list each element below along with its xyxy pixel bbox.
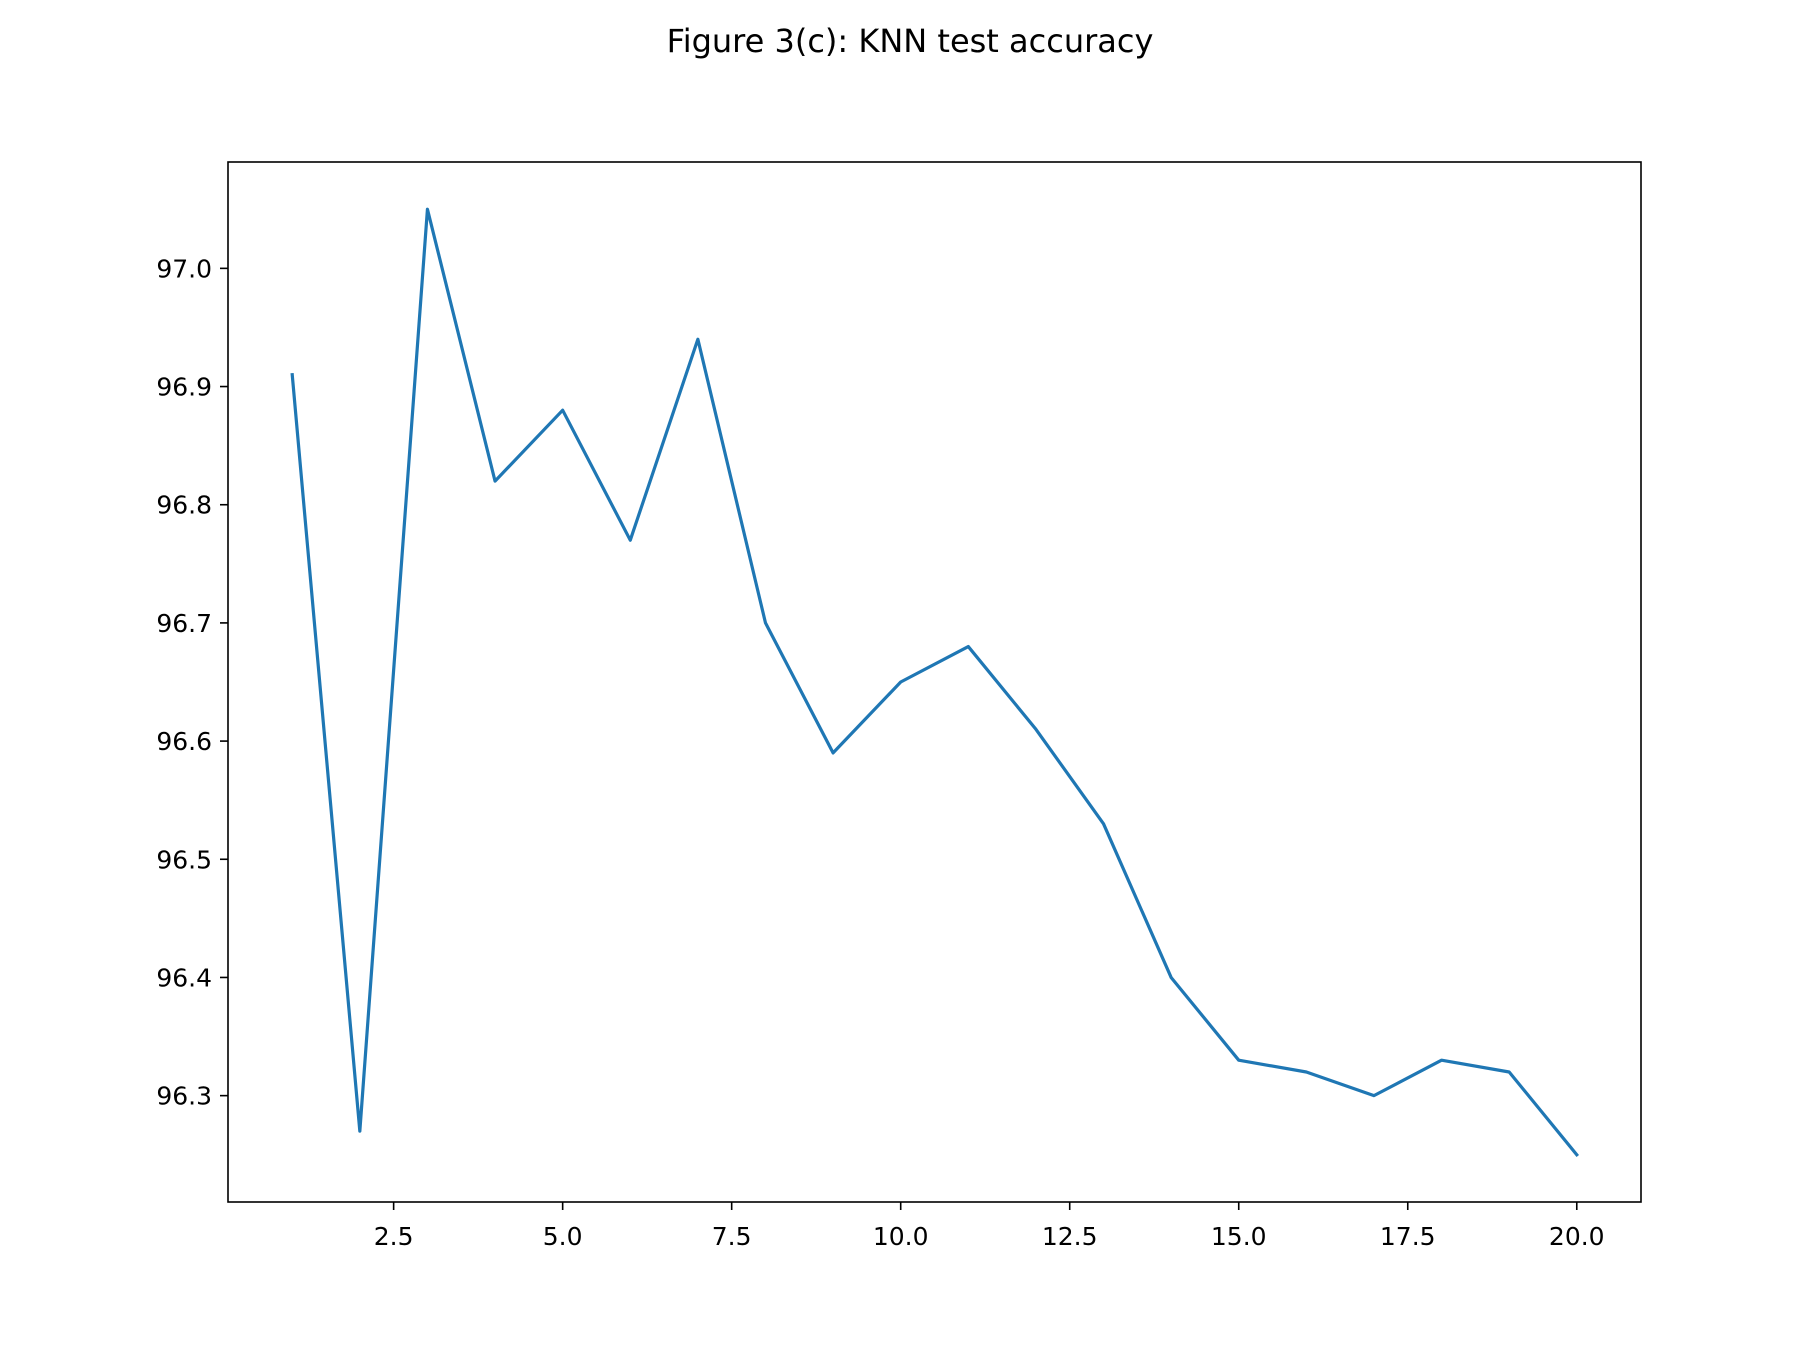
x-axis: 2.5 5.0 7.5 10.0 12.5 15.0 17.5 20.0 [374, 1202, 1605, 1251]
series-line [290, 207, 1580, 1157]
x-tick-label: 20.0 [1549, 1222, 1605, 1251]
y-tick-label: 96.6 [156, 727, 212, 756]
y-axis: 96.3 96.4 96.5 96.6 96.7 96.8 96.9 97.0 [156, 254, 228, 1111]
x-tick-label: 15.0 [1211, 1222, 1267, 1251]
y-tick-label: 97.0 [156, 254, 212, 283]
y-tick-label: 96.5 [156, 845, 212, 874]
chart-title: Figure 3(c): KNN test accuracy [667, 22, 1154, 60]
x-tick-label: 7.5 [712, 1222, 752, 1251]
x-tick-label: 10.0 [873, 1222, 929, 1251]
y-tick-label: 96.7 [156, 609, 212, 638]
plot-area-frame [227, 161, 1642, 1203]
x-tick-label: 17.5 [1380, 1222, 1436, 1251]
x-tick-label: 5.0 [543, 1222, 583, 1251]
y-tick-label: 96.4 [156, 963, 212, 992]
y-tick-label: 96.8 [156, 491, 212, 520]
x-tick-label: 2.5 [374, 1222, 414, 1251]
y-tick-label: 96.9 [156, 373, 212, 402]
x-tick-label: 12.5 [1042, 1222, 1098, 1251]
y-tick-label: 96.3 [156, 1082, 212, 1111]
series-group [290, 207, 1580, 1157]
